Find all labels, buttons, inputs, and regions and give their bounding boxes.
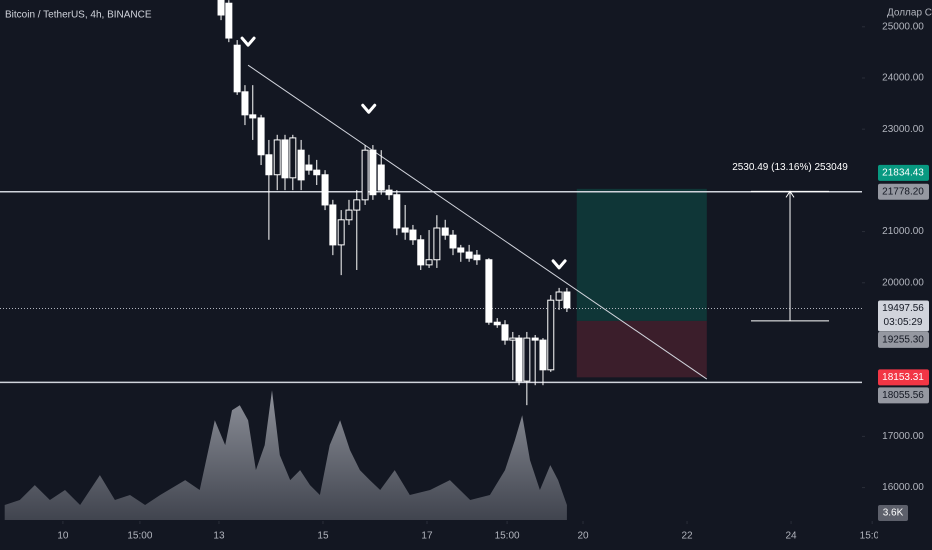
candle-body [493,321,501,326]
volume-area [4,390,567,520]
stop-label: 18153.31 [882,372,924,383]
candle-body [345,209,353,221]
candle-body [515,337,523,382]
measure-arrowhead [785,190,795,198]
pivot-marker [361,103,377,114]
candle-body [523,337,531,382]
candle-body [501,324,509,341]
x-tick-label: 17 [421,531,433,542]
candle-body [433,227,441,261]
candle-body [555,291,563,301]
plot-area: 2530.49 (13.16%) 253049 [0,0,862,520]
x-tick-label: 15:00 [127,531,152,542]
candle-body [449,234,457,249]
x-tick-label: 20 [577,531,589,542]
y-tick-label: 20000.00 [882,277,924,288]
y-tick-label: 16000.00 [882,482,924,493]
candle-body [257,117,265,156]
x-tick-label: 15:00 [860,531,885,542]
countdown-label: 03:05:29 [884,317,923,328]
y-tick-label: 21000.00 [882,226,924,237]
candle-body [401,227,409,233]
pivot-marker [240,36,256,47]
candle-body [337,219,345,246]
candle-body [385,189,393,196]
candle-body [369,149,377,196]
chart-title: Bitcoin / TetherUS, 4h, BINANCE [5,10,152,21]
candle-body [425,259,433,266]
level-label: 18055.56 [882,390,924,401]
x-tick-label: 15:00 [495,531,520,542]
time-axis: 10 15:00 13 15 17 15:00 20 22 24 15:00 [57,521,885,542]
candle-body [485,259,493,323]
candle-body [329,204,337,246]
candle-body [289,137,297,179]
candle-body [409,229,417,241]
candle-body [457,247,465,253]
price-axis: 25000.00 24000.00 23000.00 21000.00 20000.00… [862,21,929,522]
candle-body [225,2,233,39]
volume-label: 3.6K [883,508,904,519]
level-label-box [878,183,929,200]
currency-label: Доллар США [887,8,932,19]
candle-body [313,169,321,176]
x-tick-label: 10 [57,531,69,542]
profit-zone [576,188,707,321]
x-tick-label: 13 [213,531,225,542]
candle-body [241,91,249,116]
target-label: 21834.43 [882,168,924,179]
candle-body [233,44,241,93]
candle-body [321,174,329,206]
candle-body [273,139,281,176]
y-tick-label: 23000.00 [882,124,924,135]
candle-body [265,154,273,176]
pivot-marker [551,259,567,270]
candle-body [531,337,539,341]
candle-body [249,114,257,119]
target-label-box [878,164,929,181]
y-tick-label: 17000.00 [882,431,924,442]
candle-body [217,0,225,16]
level-label-box [878,387,929,404]
candle-body [361,149,369,201]
level-label: 21778.20 [882,186,924,197]
candle-body [465,251,473,259]
candle-body [377,164,385,191]
candle-body [539,339,547,371]
candle-body [509,337,517,341]
candle-body [297,149,305,181]
entry-label-box [878,331,929,348]
trend-line [247,64,708,380]
x-tick-label: 24 [785,531,797,542]
y-tick-label: 24000.00 [882,73,924,84]
candle-body [473,254,481,261]
candle-body [393,194,401,229]
last-price-label: 19497.56 [882,303,924,314]
candle-body [281,139,289,179]
candle-body [441,227,449,236]
candle-body [305,164,313,171]
measure-label: 2530.49 (13.16%) 253049 [732,162,848,173]
volume-label-box [878,505,908,522]
x-tick-label: 22 [681,531,693,542]
candle-body [563,291,571,309]
candle-body [417,239,425,266]
last-price-box [878,300,929,332]
stop-label-box [878,369,929,386]
candle-body [353,199,361,211]
candle-body [547,299,555,371]
x-tick-label: 15 [317,531,329,542]
entry-label: 19255.30 [882,335,924,346]
y-tick-label: 25000.00 [882,21,924,32]
loss-zone [576,320,707,378]
